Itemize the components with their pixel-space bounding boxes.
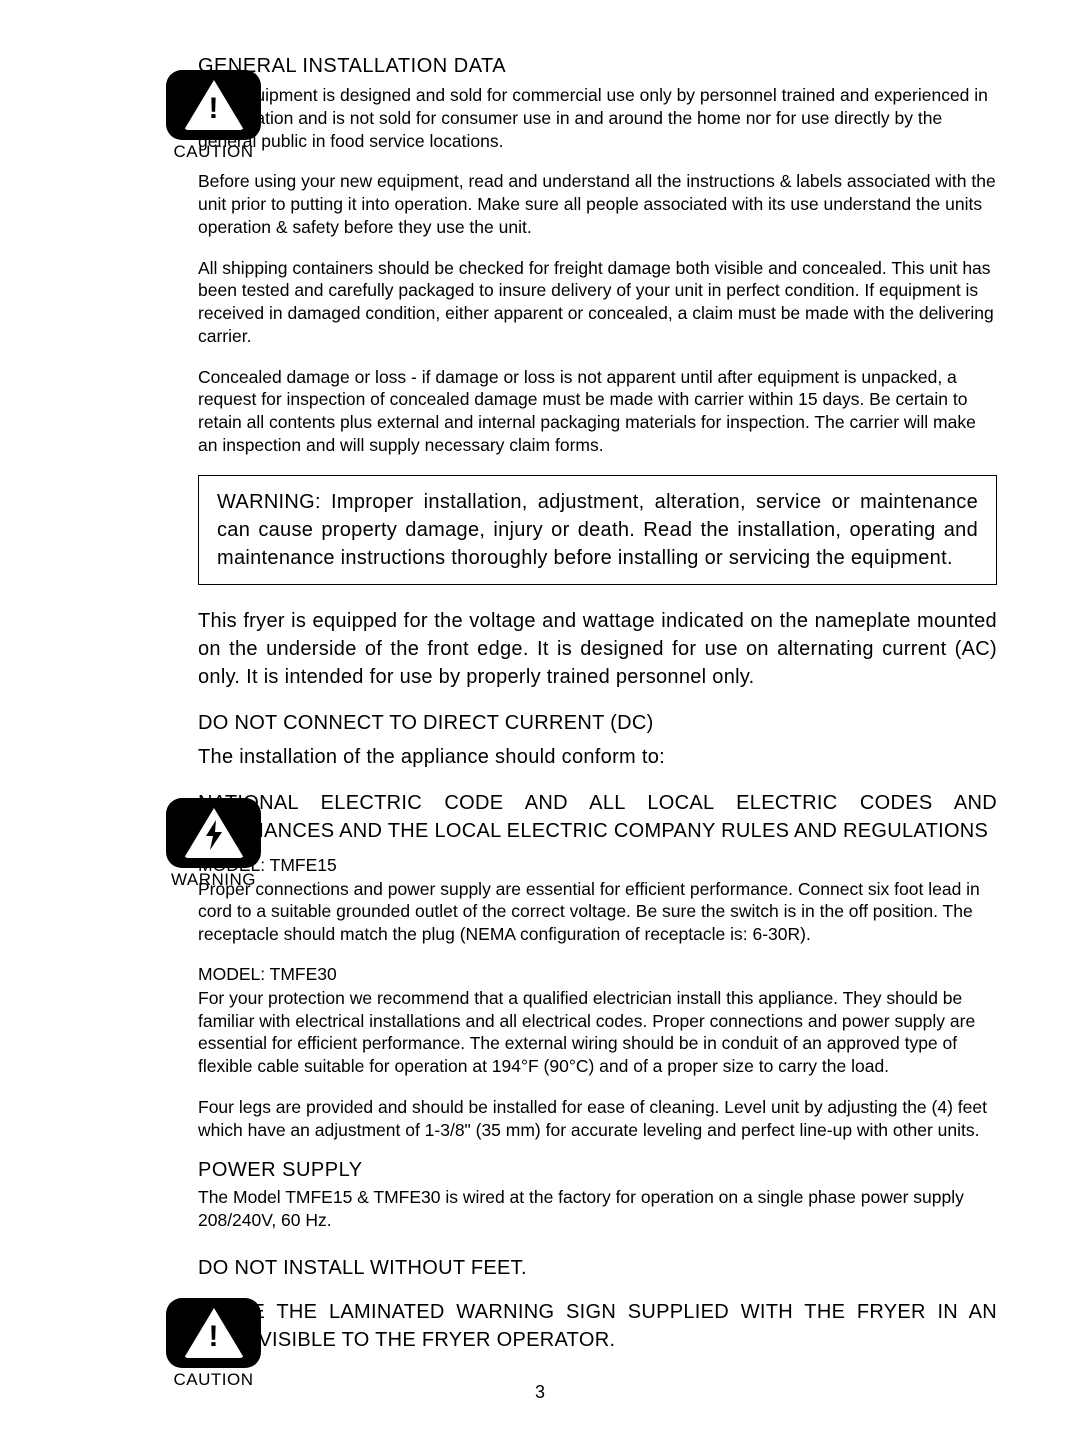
warning-icon: WARNING xyxy=(166,798,261,890)
conform-intro: The installation of the appliance should… xyxy=(198,743,997,771)
fryer-voltage-para: This fryer is equipped for the voltage a… xyxy=(198,607,997,691)
caution-icon-2: ! CAUTION xyxy=(166,1298,261,1390)
model2-text: For your protection we recommend that a … xyxy=(198,987,997,1078)
model2-label: MODEL: TMFE30 xyxy=(198,964,997,985)
caution-icon: ! CAUTION xyxy=(166,70,261,162)
warning-icon-box xyxy=(166,798,261,868)
sign-warning: PLACE THE LAMINATED WARNING SIGN SUPPLIE… xyxy=(198,1298,997,1354)
warning-callout-box: WARNING: Improper installation, adjustme… xyxy=(198,475,997,585)
codes-regulations: NATIONAL ELECTRIC CODE AND ALL LOCAL ELE… xyxy=(198,789,997,845)
general-para-1: This equipment is designed and sold for … xyxy=(198,84,997,152)
power-supply-heading: POWER SUPPLY xyxy=(198,1159,997,1182)
caution-label-2: CAUTION xyxy=(166,1370,261,1390)
model1-label: MODEL: TMFE15 xyxy=(198,855,997,876)
caution-icon-box: ! xyxy=(166,70,261,140)
dc-heading: DO NOT CONNECT TO DIRECT CURRENT (DC) xyxy=(198,709,997,737)
general-installation-heading: GENERAL INSTALLATION DATA xyxy=(198,55,997,78)
caution-label: CAUTION xyxy=(166,142,261,162)
warning-label: WARNING xyxy=(166,870,261,890)
caution-icon-box-2: ! xyxy=(166,1298,261,1368)
power-supply-text: The Model TMFE15 & TMFE30 is wired at th… xyxy=(198,1186,997,1232)
exclamation-triangle-icon-2: ! xyxy=(184,1308,244,1358)
lightning-bolt-icon xyxy=(204,820,224,850)
warning-callout-text: WARNING: Improper installation, adjustme… xyxy=(217,488,978,572)
legs-para: Four legs are provided and should be ins… xyxy=(198,1096,997,1142)
feet-warning: DO NOT INSTALL WITHOUT FEET. xyxy=(198,1254,997,1282)
general-para-4: Concealed damage or loss - if damage or … xyxy=(198,366,997,457)
general-para-3: All shipping containers should be checke… xyxy=(198,257,997,348)
model1-text: Proper connections and power supply are … xyxy=(198,878,997,946)
exclamation-triangle-icon: ! xyxy=(184,80,244,130)
bolt-triangle-icon xyxy=(184,808,244,858)
general-para-2: Before using your new equipment, read an… xyxy=(198,170,997,238)
